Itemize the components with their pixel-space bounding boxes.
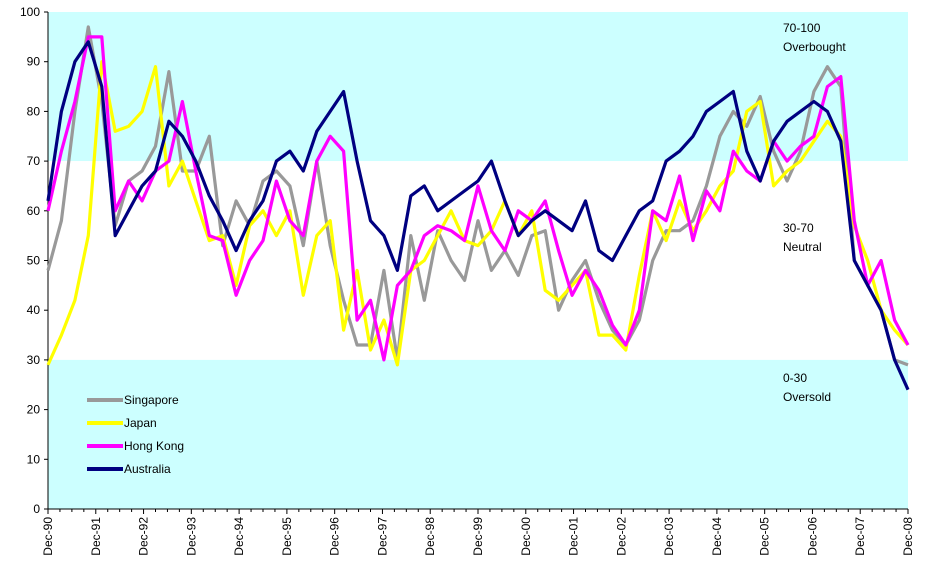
x-tick-label: Dec-99 — [471, 517, 485, 556]
legend-label: Hong Kong — [124, 439, 184, 453]
y-tick-label: 60 — [27, 204, 41, 218]
band-label-range-2: 0-30 — [783, 371, 807, 385]
y-tick-label: 100 — [20, 5, 40, 19]
x-tick-label: Dec-97 — [375, 517, 389, 556]
y-axis: 0 10 20 30 40 50 60 70 80 90 100 — [20, 5, 49, 516]
x-tick-label: Dec-03 — [662, 517, 676, 556]
y-tick-label: 70 — [27, 154, 41, 168]
band-label-range-1: 30-70 — [783, 221, 814, 235]
y-tick-label: 50 — [27, 254, 41, 268]
x-tick-label: Dec-90 — [41, 517, 55, 556]
series-line-australia — [46, 40, 910, 391]
x-tick-label: Dec-91 — [89, 517, 103, 556]
y-tick-label: 0 — [33, 502, 40, 516]
x-tick-label: Dec-96 — [328, 517, 342, 556]
x-tick-label: Dec-95 — [280, 517, 294, 556]
x-tick-label: Dec-93 — [184, 517, 198, 556]
x-tick-label: Dec-92 — [137, 517, 151, 556]
band-2 — [48, 359, 908, 509]
x-tick-label: Dec-00 — [519, 517, 533, 556]
chart-bands — [48, 12, 908, 509]
legend-label: Singapore — [124, 393, 179, 407]
legend: Singapore Japan Hong Kong Australia — [87, 393, 184, 476]
band-label-name-1: Neutral — [783, 240, 822, 254]
y-tick-label: 80 — [27, 104, 41, 118]
band-label-name-0: Overbought — [783, 40, 846, 54]
y-tick-label: 20 — [27, 403, 41, 417]
x-tick-label: Dec-04 — [710, 517, 724, 556]
band-label-range-0: 70-100 — [783, 21, 821, 35]
y-tick-label: 30 — [27, 353, 41, 367]
series-line-singapore — [46, 25, 909, 367]
series-line-japan — [46, 60, 910, 367]
legend-label: Australia — [124, 462, 171, 476]
band-labels: 70-100 Overbought 30-70 Neutral 0-30 Oversold — [783, 21, 846, 404]
x-tick-label: Dec-07 — [853, 517, 867, 556]
band-1 — [48, 161, 908, 360]
chart-series — [46, 25, 910, 391]
band-label-name-2: Oversold — [783, 390, 831, 404]
x-tick-label: Dec-01 — [567, 517, 581, 556]
y-tick-label: 10 — [27, 452, 41, 466]
x-tick-label: Dec-08 — [901, 517, 915, 556]
y-tick-label: 40 — [27, 303, 41, 317]
x-tick-label: Dec-05 — [758, 517, 772, 556]
x-tick-label: Dec-06 — [805, 517, 819, 556]
legend-label: Japan — [124, 416, 157, 430]
x-tick-label: Dec-98 — [423, 517, 437, 556]
x-tick-label: Dec-94 — [232, 517, 246, 556]
x-axis: Dec-90 Dec-91 Dec-92 Dec-93 Dec-94 Dec-95 Dec-… — [41, 508, 915, 556]
y-tick-label: 90 — [27, 55, 41, 69]
x-tick-label: Dec-02 — [614, 517, 628, 556]
